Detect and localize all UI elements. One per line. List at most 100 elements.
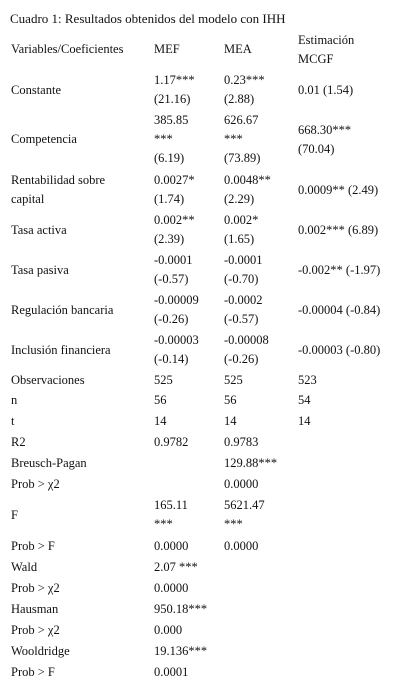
variable-label: Wald xyxy=(11,558,37,577)
mea-value-line: 0.9783 xyxy=(224,434,259,449)
variable-label-line: Regulación bancaria xyxy=(11,302,114,317)
mef-value: 14 xyxy=(154,412,167,431)
variable-label-line: F xyxy=(11,507,18,522)
mef-value-line: 1.17*** xyxy=(154,73,195,87)
mef-value: 56 xyxy=(154,391,167,410)
mea-value-line: 129.88*** xyxy=(224,455,278,470)
mef-value-line: 525 xyxy=(154,372,173,387)
mef-value: -0.00009 (-0.26) xyxy=(154,291,199,329)
mef-value-line: -0.0001 xyxy=(154,253,193,267)
variable-label: R2 xyxy=(11,433,26,452)
table-row: F 165.11 *** 5621.47 *** xyxy=(0,496,413,534)
table-row: t 14 14 14 xyxy=(0,411,413,431)
mef-value-line: (2.39) xyxy=(154,232,185,246)
mea-value-line: -0.00008 xyxy=(224,333,269,347)
mef-value: 19.136*** xyxy=(154,642,207,661)
mcgf-value: -0.00003 (-0.80) xyxy=(298,341,380,360)
variable-label-line: capital xyxy=(11,192,45,206)
mea-value: 0.23*** (2.88) xyxy=(224,71,265,109)
mef-value-line: 19.136*** xyxy=(154,643,208,658)
variable-label-line: Breusch-Pagan xyxy=(11,455,87,470)
variable-label: Prob > χ2 xyxy=(11,621,60,640)
mea-value-line: (-0.70) xyxy=(224,272,259,286)
variable-label: Wooldridge xyxy=(11,642,70,661)
mea-value: 0.0048** (2.29) xyxy=(224,171,271,209)
header-mea: MEA xyxy=(224,42,252,56)
mef-value: 165.11 *** xyxy=(154,496,188,534)
variable-label: Hausman xyxy=(11,600,58,619)
mea-value: 56 xyxy=(224,391,237,410)
mef-value: 385.85 *** (6.19) xyxy=(154,111,188,168)
mcgf-value-line: -0.00003 (-0.80) xyxy=(298,342,381,357)
mcgf-value-line: 668.30*** xyxy=(298,122,352,137)
mcgf-value: 0.01 (1.54) xyxy=(298,81,353,100)
table-row: Tasa activa 0.002** (2.39) 0.002* (1.65) 0.00… xyxy=(0,210,413,250)
header-mcgf-line: MCGF xyxy=(298,52,334,66)
mef-value-line: 950.18*** xyxy=(154,601,208,616)
variable-label: Tasa pasiva xyxy=(11,261,69,280)
table-row: Wald 2.07 *** xyxy=(0,557,413,577)
mcgf-value-line: -0.002** (-1.97) xyxy=(298,262,381,277)
mea-value: 0.0000 xyxy=(224,475,258,494)
mef-value-line: 385.85 xyxy=(154,113,189,127)
variable-label: Prob > χ2 xyxy=(11,475,60,494)
table-row: Competencia 385.85 *** (6.19) 626.67 *** (73.8… xyxy=(0,111,413,168)
variable-label: Observaciones xyxy=(11,371,85,390)
table-row: n 56 56 54 xyxy=(0,390,413,410)
mef-value: 0.0000 xyxy=(154,537,188,556)
variable-label-line: Constante xyxy=(11,82,61,97)
mcgf-value-line: 14 xyxy=(298,413,311,428)
mef-value-line: 0.002** xyxy=(154,213,195,227)
mea-value-line: (-0.57) xyxy=(224,312,259,326)
mef-value-line: 0.0027* xyxy=(154,173,195,187)
header-mcgf-line: Estimación xyxy=(298,33,355,47)
mef-value: 0.9782 xyxy=(154,433,188,452)
mea-value: 525 xyxy=(224,371,243,390)
table-row: Wooldridge 19.136*** xyxy=(0,641,413,661)
variable-label: F xyxy=(11,506,18,525)
variable-label: Rentabilidad sobre capital xyxy=(11,171,105,209)
mef-value-line: 0.0001 xyxy=(154,664,189,679)
mea-value: -0.00008 (-0.26) xyxy=(224,331,269,369)
mea-value-line: (2.88) xyxy=(224,92,255,106)
mcgf-value-line: -0.00004 (-0.84) xyxy=(298,302,381,317)
mef-value-line: 14 xyxy=(154,413,167,428)
mef-value: 0.0027* (1.74) xyxy=(154,171,195,209)
variable-label-line: Prob > χ2 xyxy=(11,476,60,491)
mef-value-line: -0.00003 xyxy=(154,333,199,347)
mef-value-line: 0.0000 xyxy=(154,580,189,595)
variable-label: t xyxy=(11,412,14,431)
mea-value-line: (73.89) xyxy=(224,151,261,165)
mef-value: 0.0000 xyxy=(154,579,188,598)
variable-label: Prob > F xyxy=(11,663,55,682)
mcgf-value-line: 0.0009** (2.49) xyxy=(298,182,379,197)
mef-value-line: (-0.14) xyxy=(154,352,189,366)
variable-label-line: Observaciones xyxy=(11,372,85,387)
mef-value: -0.0001 (-0.57) xyxy=(154,251,193,289)
mea-value-line: 0.0000 xyxy=(224,476,259,491)
mcgf-value-line: (70.04) xyxy=(298,141,335,156)
mea-value-line: (1.65) xyxy=(224,232,255,246)
table-row: Hausman 950.18*** xyxy=(0,599,413,619)
mcgf-value: 0.0009** (2.49) xyxy=(298,181,378,200)
mcgf-value-line: 54 xyxy=(298,392,311,407)
mef-value-line: *** xyxy=(154,517,173,531)
header-mcgf: Estimación MCGF xyxy=(298,31,354,69)
variable-label: Competencia xyxy=(11,130,77,149)
variable-label-line: Prob > F xyxy=(11,664,55,679)
mef-value: 0.002** (2.39) xyxy=(154,211,195,249)
variable-label: Prob > χ2 xyxy=(11,579,60,598)
mea-value-line: 0.002* xyxy=(224,213,259,227)
table-row: Breusch-Pagan 129.88*** xyxy=(0,453,413,473)
table-row: Observaciones 525 525 523 xyxy=(0,370,413,390)
mea-value: 129.88*** xyxy=(224,454,277,473)
table-row: Prob > F 0.0000 0.0000 xyxy=(0,536,413,556)
variable-label-line: Inclusión financiera xyxy=(11,342,111,357)
variable-label: Regulación bancaria xyxy=(11,301,113,320)
table-row: Constante 1.17*** (21.16) 0.23*** (2.88) 0.01… xyxy=(0,70,413,110)
variable-label: Inclusión financiera xyxy=(11,341,111,360)
mef-value: 950.18*** xyxy=(154,600,207,619)
mcgf-value-line: 523 xyxy=(298,372,317,387)
table-row: Prob > χ2 0.0000 xyxy=(0,578,413,598)
header-mef: MEF xyxy=(154,42,180,56)
